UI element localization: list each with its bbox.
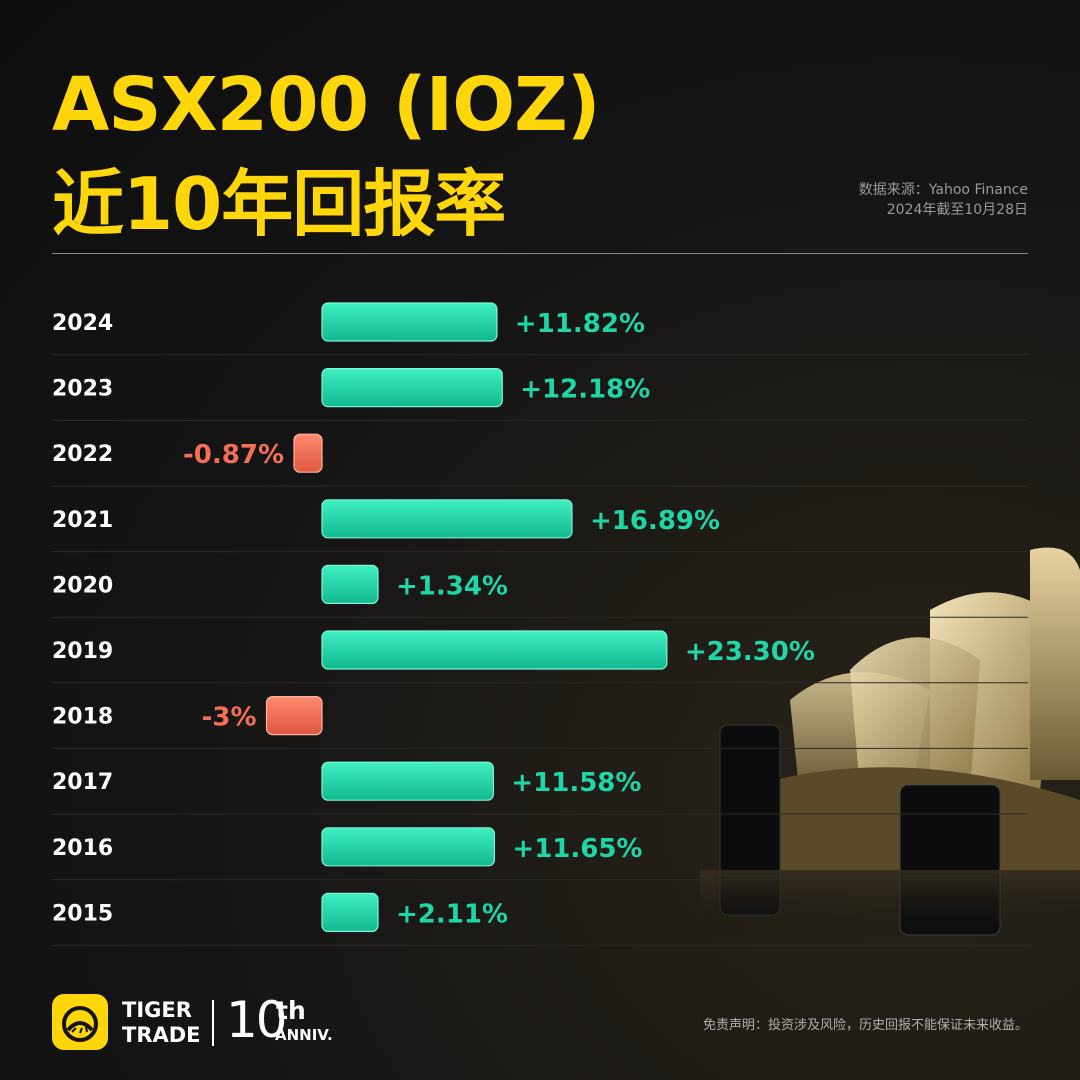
bar-2021 <box>321 499 573 539</box>
logo-separator <box>212 1000 214 1046</box>
value-label-2019: +23.30% <box>685 637 815 667</box>
year-label: 2021 <box>52 508 113 533</box>
bar-2019 <box>321 630 668 670</box>
value-label-2015: +2.11% <box>396 899 508 929</box>
value-label-2023: +12.18% <box>520 375 650 405</box>
year-label: 2016 <box>52 836 113 861</box>
year-label: 2020 <box>52 573 113 598</box>
brand-name: TIGER TRADE <box>122 998 201 1048</box>
bar-2017 <box>321 761 494 801</box>
year-label: 2018 <box>52 705 113 730</box>
bar-2023 <box>321 368 503 408</box>
value-label-2017: +11.58% <box>511 768 641 798</box>
year-label: 2017 <box>52 770 113 795</box>
value-label-2022: -0.87% <box>183 440 284 470</box>
data-source-note: 数据来源：Yahoo Finance 2024年截至10月28日 <box>859 180 1028 220</box>
value-label-2020: +1.34% <box>396 571 508 601</box>
brand-line1: TIGER <box>122 998 192 1022</box>
anniversary-word: ANNIV. <box>275 1026 333 1044</box>
year-label: 2024 <box>52 311 113 336</box>
brand-line2: TRADE <box>122 1023 201 1047</box>
source-line: 数据来源：Yahoo Finance <box>858 182 1028 198</box>
page-subtitle: 近10年回报率 <box>52 162 506 246</box>
bar-2024 <box>321 302 498 342</box>
year-label: 2015 <box>52 901 113 926</box>
bar-2016 <box>321 827 496 867</box>
value-label-2016: +11.65% <box>512 834 642 864</box>
date-line: 2024年截至10月28日 <box>886 202 1028 218</box>
year-label: 2019 <box>52 639 113 664</box>
bar-2020 <box>321 564 379 605</box>
header-divider <box>52 253 1028 254</box>
bar-2015 <box>321 892 379 933</box>
opera-house-illustration <box>700 547 1080 940</box>
anniversary-number: 10 <box>226 991 288 1049</box>
year-label: 2023 <box>52 377 113 402</box>
year-label: 2022 <box>52 442 113 467</box>
page-title: ASX200 (IOZ) <box>52 62 601 148</box>
value-label-2024: +11.82% <box>515 309 645 339</box>
tiger-trade-logo-icon <box>52 994 108 1050</box>
value-label-2021: +16.89% <box>590 506 720 536</box>
anniversary-suffix: th <box>276 996 306 1025</box>
value-label-2018: -3% <box>202 703 257 733</box>
bar-2018 <box>265 695 323 736</box>
disclaimer: 免责声明：投资涉及风险，历史回报不能保证未来收益。 <box>702 1018 1028 1033</box>
bar-2022 <box>293 433 323 473</box>
